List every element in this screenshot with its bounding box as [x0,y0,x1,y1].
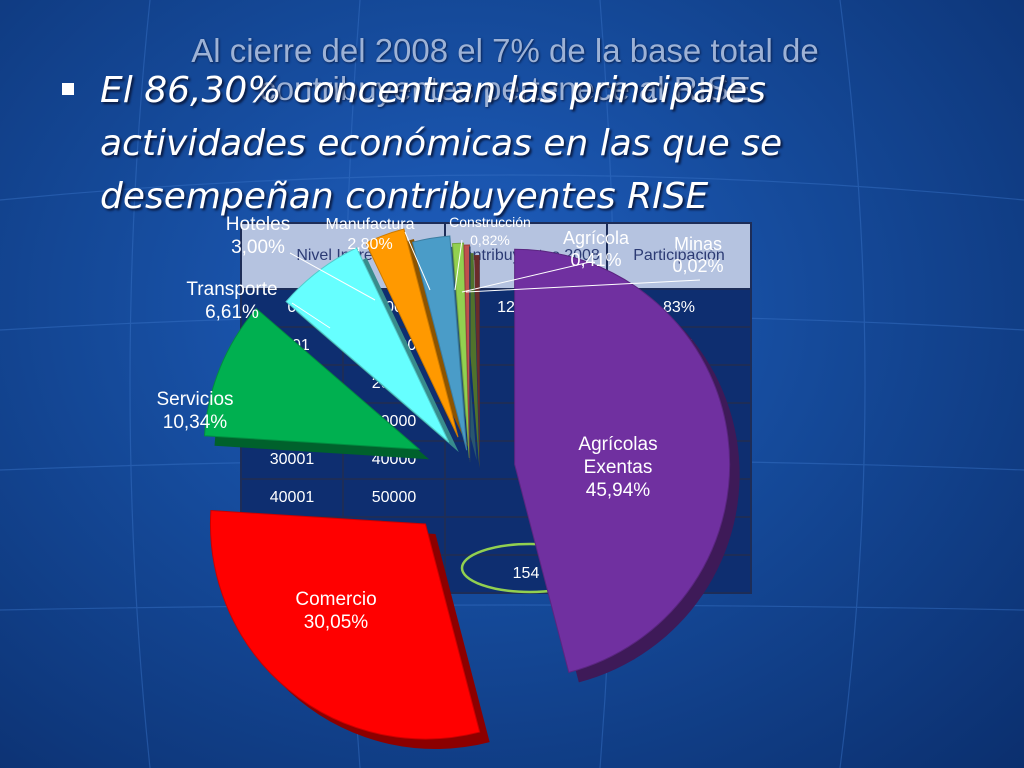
pie-label-line: Agrícola [563,228,630,248]
pie-label: Comercio 30,05% [295,589,376,633]
pie-label: Construcción 0,82% [449,214,531,248]
pie-label-line: Manufactura [326,216,415,233]
pie-slice [469,246,480,472]
pie-label-line: 0,41% [570,250,621,270]
pie-label-line: Servicios [156,389,233,410]
pie-slice [365,228,469,448]
pie-slice [209,510,490,750]
pie-slice-face [463,244,471,461]
pie-slice-face [514,248,731,673]
pie-slice-face [203,307,421,450]
pie-label-line: 0,02% [672,256,723,276]
pie-slice-face [365,228,459,438]
pie-slice-depth [474,255,480,471]
pie-slice-face [411,235,468,451]
pie-label-line: Construcción [449,214,531,230]
pie-slice-face [451,242,470,459]
table-cell: 50000 [342,478,446,518]
bullet-text: El 86,30% concentran las principales act… [100,70,783,217]
pie-slice [285,247,459,453]
pie-label-line: 2,80% [347,236,392,253]
pie-slice [514,248,740,683]
pie-label: Manufactura 2,80% [326,216,415,253]
pie-label-line: Minas [674,234,722,254]
pie-label-line: 30,05% [304,612,369,633]
slide-title: Al cierre del 2008 el 7% de la base tota… [191,32,819,107]
leader-line [291,302,331,329]
leader-line [461,261,591,293]
pie-slice-face [209,510,481,740]
pie-label: Agrícolas Exentas 45,94% [578,434,657,501]
pie-label: Servicios 10,34% [156,389,233,433]
pie-label-line: Agrícolas [578,434,657,455]
pie-slice-face [285,247,450,443]
leader-line [454,239,463,291]
pie-label-line: 0,82% [470,232,510,248]
pie-label: Hoteles 3,00% [226,214,290,258]
pie-label-line: 6,61% [205,302,259,323]
table-header-participacion: Participación [606,222,752,290]
pie-label-line: 3,00% [231,237,285,258]
leader-line [404,231,431,291]
pie-label-line: 10,34% [163,412,228,433]
pie-label: Minas 0,02% [672,234,723,276]
pie-label-line: Exentas [584,457,653,478]
pie-label-line: Hoteles [226,214,290,235]
pie-slice [203,307,430,460]
pie-label-line: Transporte [186,279,277,300]
pie-label: Transporte 6,61% [186,279,277,323]
pie-slice [463,244,480,471]
pie-label-line: Comercio [295,589,376,610]
pie-label: Agrícola 0,41% [563,228,630,270]
bullet-marker [62,83,74,95]
leader-line [289,252,376,301]
leader-line [465,279,701,293]
pie-label-line: 45,94% [586,480,651,501]
